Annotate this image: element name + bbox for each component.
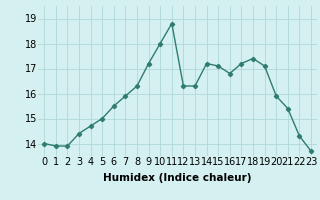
X-axis label: Humidex (Indice chaleur): Humidex (Indice chaleur) <box>103 173 252 183</box>
